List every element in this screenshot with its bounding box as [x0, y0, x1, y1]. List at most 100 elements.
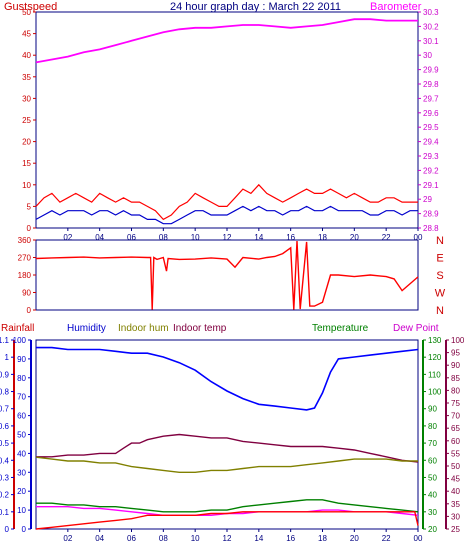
x-tick-label-16: 16: [286, 534, 295, 543]
direction-tick-label-90: 90: [22, 289, 31, 298]
barometer-tick-label-30.1: 30.1: [423, 37, 439, 46]
direction-plot-frame: [35, 239, 419, 311]
series-rain-line: [35, 511, 419, 530]
x-tick-label-18: 18: [318, 534, 327, 543]
dew-point-tick-label-95: 95: [451, 349, 460, 358]
barometer-tick-label-29.8: 29.8: [423, 80, 439, 89]
dew-point-tick-label-50: 50: [451, 462, 460, 471]
dew-point-tick-label-40: 40: [451, 487, 460, 496]
barometer-tick-label-30.3: 30.3: [423, 8, 439, 17]
rain-tick-label-0.1: 0.1: [0, 508, 10, 517]
dew-point-tick-label-90: 90: [451, 361, 460, 370]
series-gust-line: [35, 183, 418, 221]
barometer-tick-label-30.2: 30.2: [423, 22, 439, 31]
series-indoor_temp-line: [36, 433, 419, 463]
x-tick-label-00: 00: [414, 534, 423, 543]
x-tick-label-10: 10: [191, 534, 200, 543]
direction-tick-label-180: 180: [18, 271, 32, 280]
x-tick-label-06: 06: [127, 534, 136, 543]
direction-tick-label-270: 270: [18, 254, 32, 263]
barometer-tick-label-29: 29: [423, 195, 432, 204]
x-tick-label-04: 04: [95, 233, 104, 242]
temperature-axes-group: 0 0.1 0.2 0.3 0.4 0.5 0.6 0.7 0.8 0.9 1 1.1 0 10 20 30 4…: [0, 336, 465, 543]
x-tick-label-08: 08: [159, 534, 168, 543]
humidity-tick-label-100: 100: [13, 336, 27, 345]
dew-point-tick-label-65: 65: [451, 424, 460, 433]
humidity-tick-label-60: 60: [17, 412, 26, 421]
series-barometer-line: [35, 18, 418, 64]
dew-point-tick-label-25: 25: [451, 525, 460, 534]
direction-tick-label-0: 0: [27, 306, 32, 315]
barometer-tick-label-29.1: 29.1: [423, 181, 439, 190]
x-tick-label-10: 10: [191, 233, 200, 242]
x-tick-label-08: 08: [159, 233, 168, 242]
barometer-tick-label-30: 30: [423, 51, 432, 60]
barometer-tick-label-29.3: 29.3: [423, 152, 439, 161]
x-tick-label-16: 16: [286, 233, 295, 242]
wind-plot-frame: [35, 11, 419, 229]
rain-tick-label-0.7: 0.7: [0, 405, 10, 414]
barometer-tick-label-29.2: 29.2: [423, 166, 439, 175]
temperature-tick-label-130: 130: [428, 336, 442, 345]
dew-point-label: Dew Point: [393, 323, 439, 334]
direction-tick-label-360: 360: [18, 236, 32, 245]
dew-point-tick-label-100: 100: [451, 336, 465, 345]
humidity-tick-label-30: 30: [17, 468, 26, 477]
barometer-tick-label-29.7: 29.7: [423, 94, 439, 103]
humidity-label: Humidity: [67, 323, 106, 334]
temperature-tick-label-120: 120: [428, 353, 442, 362]
barometer-tick-label-28.8: 28.8: [423, 224, 439, 233]
gust-tick-label-45: 45: [22, 30, 31, 39]
temperature-tick-label-20: 20: [428, 525, 437, 534]
series-temperature-line: [36, 499, 419, 513]
gust-tick-label-30: 30: [22, 94, 31, 103]
x-tick-label-00: 00: [414, 233, 423, 242]
compass-label-1: W: [435, 288, 446, 300]
compass-label-2: S: [436, 270, 443, 282]
rain-tick-label-0.4: 0.4: [0, 456, 10, 465]
rain-tick-label-0: 0: [5, 525, 10, 534]
rain-tick-label-0.8: 0.8: [0, 388, 10, 397]
x-tick-label-02: 02: [63, 534, 72, 543]
rain-tick-label-1: 1: [5, 353, 10, 362]
x-tick-label-20: 20: [350, 534, 359, 543]
dew-point-tick-label-80: 80: [451, 386, 460, 395]
rain-tick-label-0.9: 0.9: [0, 370, 10, 379]
series-humidity-line: [36, 346, 419, 411]
temperature-tick-label-110: 110: [428, 370, 441, 379]
humidity-tick-label-90: 90: [17, 355, 26, 364]
gust-tick-label-40: 40: [22, 51, 31, 60]
wind-axes-group: 0 5 10 15 20 25 30 35 40 45 50 28.8 28.9 29 29.1 29.2 29…: [22, 8, 439, 242]
temperature-humidity-chart: Rainfall Humidity Indoor hum Indoor temp…: [0, 323, 465, 543]
gust-tick-label-0: 0: [27, 224, 32, 233]
gust-tick-label-35: 35: [22, 73, 31, 82]
compass-label-4: N: [436, 235, 444, 247]
dew-point-tick-label-60: 60: [451, 437, 460, 446]
temperature-label: Temperature: [312, 323, 369, 334]
rain-tick-label-0.3: 0.3: [0, 473, 10, 482]
dew-point-tick-label-70: 70: [451, 412, 460, 421]
temperature-tick-label-60: 60: [428, 456, 437, 465]
x-tick-label-04: 04: [95, 534, 104, 543]
humidity-tick-label-40: 40: [17, 449, 26, 458]
temperature-tick-label-90: 90: [428, 405, 437, 414]
x-tick-label-18: 18: [318, 233, 327, 242]
x-tick-label-20: 20: [350, 233, 359, 242]
indoor-hum-label: Indoor hum: [118, 323, 169, 334]
dew-point-tick-label-55: 55: [451, 449, 460, 458]
dew-point-tick-label-35: 35: [451, 500, 460, 509]
x-tick-label-14: 14: [254, 534, 263, 543]
gust-tick-label-5: 5: [27, 202, 32, 211]
x-tick-label-02: 02: [63, 233, 72, 242]
humidity-tick-label-50: 50: [17, 431, 26, 440]
temperature-tick-label-40: 40: [428, 491, 437, 500]
humidity-tick-label-10: 10: [17, 506, 26, 515]
wind-series-group: [35, 18, 418, 225]
gust-tick-label-10: 10: [22, 181, 31, 190]
barometer-tick-label-28.9: 28.9: [423, 210, 439, 219]
gust-tick-label-50: 50: [22, 8, 31, 17]
dew-point-tick-label-30: 30: [451, 512, 460, 521]
